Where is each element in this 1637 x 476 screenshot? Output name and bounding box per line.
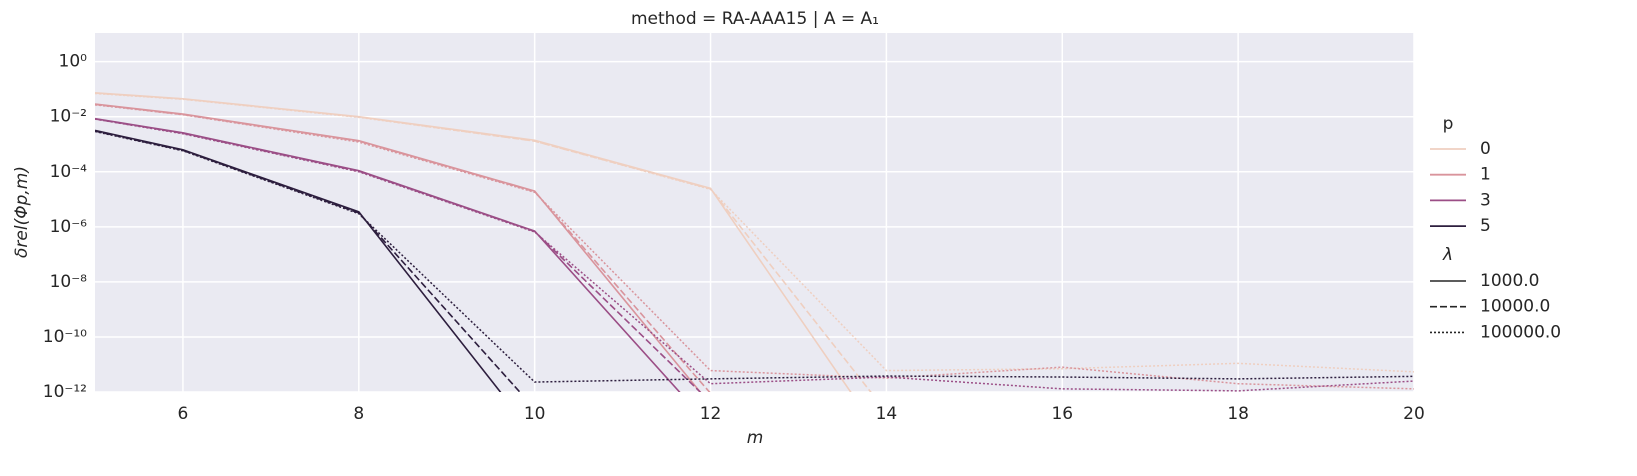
series-line [95, 130, 1414, 383]
legend-label: 10000.0 [1480, 297, 1550, 317]
y-tick-label: 10⁻⁶ [50, 217, 88, 237]
legend-label: 5 [1480, 216, 1491, 236]
series-line [95, 118, 1414, 392]
series-line [95, 103, 711, 392]
x-tick-label: 8 [353, 404, 364, 424]
y-axis-label: δrel(Φp,m) [12, 166, 32, 258]
series-line [95, 118, 702, 392]
legend-label: 0 [1480, 139, 1491, 159]
x-tick-label: 6 [178, 404, 189, 424]
lines [95, 91, 1414, 392]
y-tick-label: 10⁰ [59, 52, 88, 72]
x-tick-label: 18 [1227, 404, 1249, 424]
y-tick-label: 10⁻⁴ [50, 162, 88, 182]
x-tick-label: 12 [700, 404, 722, 424]
grid [95, 33, 1415, 393]
x-tick-label: 14 [876, 404, 898, 424]
x-axis-label: m [747, 428, 764, 448]
legend-title: λ [1442, 245, 1453, 265]
y-tick-label: 10⁻¹² [43, 382, 87, 402]
y-tick-label: 10⁻¹⁰ [43, 327, 87, 347]
x-tick-label: 10 [524, 404, 546, 424]
series-line [95, 117, 681, 392]
series-line [95, 92, 1414, 373]
y-tick-label: 10⁻⁸ [50, 272, 88, 292]
chart-title: method = RA-AAA15 | A = A₁ [631, 9, 879, 29]
legend-label: 3 [1480, 190, 1491, 210]
y-tick-label: 10⁻² [50, 107, 87, 127]
x-tick-label: 20 [1403, 404, 1425, 424]
legend-label: 100000.0 [1480, 322, 1561, 342]
x-tick-label: 16 [1051, 404, 1073, 424]
legend-label: 1000.0 [1480, 271, 1539, 291]
legend-label: 1 [1480, 165, 1491, 185]
legend-title: p [1443, 114, 1454, 134]
plot-background [95, 33, 1414, 392]
